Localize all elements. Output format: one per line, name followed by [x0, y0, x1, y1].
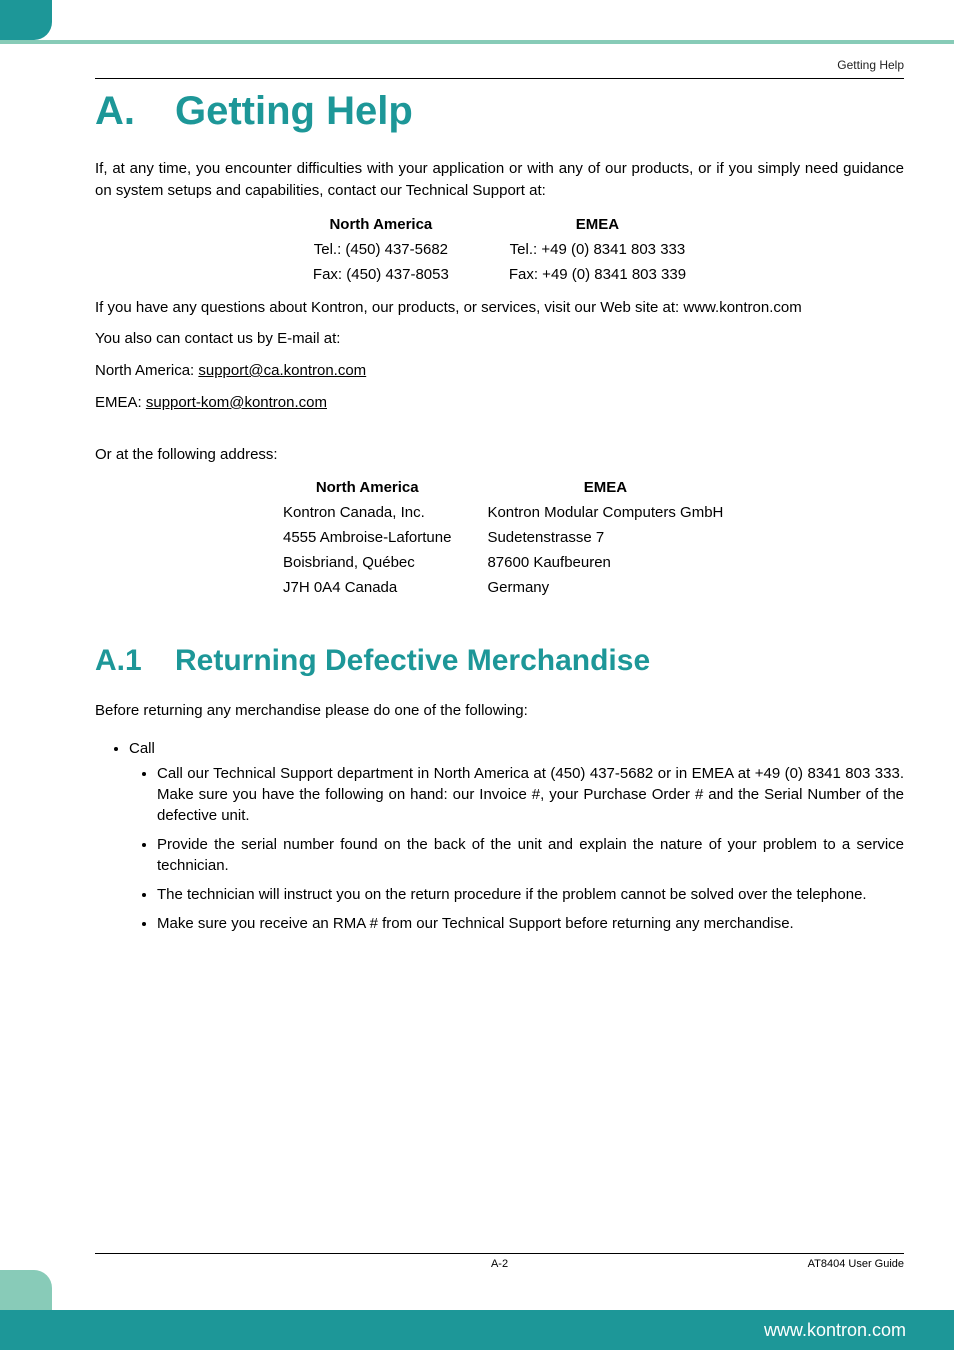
addr-cell: Kontron Canada, Inc. [265, 500, 469, 525]
contact-cell: Tel.: (450) 437-5682 [283, 237, 479, 262]
footer-doc-title: AT8404 User Guide [634, 1258, 904, 1270]
addr-col-emea: EMEA [469, 475, 741, 500]
contact-col-emea: EMEA [479, 212, 716, 237]
email-emea-link[interactable]: support-kom@kontron.com [146, 394, 327, 411]
address-table: North America EMEA Kontron Canada, Inc.K… [265, 475, 741, 600]
page-content: Getting Help A.Getting Help If, at any t… [95, 58, 904, 942]
bullet-item: Make sure you receive an RMA # from our … [157, 913, 904, 934]
bullet-item: Provide the serial number found on the b… [157, 834, 904, 876]
email-na-link[interactable]: support@ca.kontron.com [198, 362, 366, 379]
section1-intro: Before returning any merchandise please … [95, 700, 904, 722]
addr-cell: Sudetenstrasse 7 [469, 525, 741, 550]
email-intro: You also can contact us by E-mail at: [95, 328, 904, 350]
footer-left [95, 1258, 365, 1270]
section-heading: A.1Returning Defective Merchandise [95, 644, 904, 678]
bottom-band: www.kontron.com [0, 1310, 954, 1350]
section-title: Returning Defective Merchandise [175, 644, 650, 677]
bullet-list-inner: Call our Technical Support department in… [157, 763, 904, 934]
contact-cell: Fax: +49 (0) 8341 803 339 [479, 262, 716, 287]
contact-cell: Fax: (450) 437-8053 [283, 262, 479, 287]
bullet-item: Call our Technical Support department in… [157, 763, 904, 826]
header-breadcrumb: Getting Help [95, 58, 904, 72]
contact-col-na: North America [283, 212, 479, 237]
web-line: If you have any questions about Kontron,… [95, 297, 904, 319]
addr-cell: J7H 0A4 Canada [265, 575, 469, 600]
corner-bottom-decoration [0, 1270, 52, 1310]
bullet-list-outer: Call Call our Technical Support departme… [129, 740, 904, 934]
bullet-item: The technician will instruct you on the … [157, 884, 904, 905]
footer-rule [95, 1253, 904, 1254]
stripe-top-decoration [0, 40, 954, 44]
contact-phone-table: North America EMEA Tel.: (450) 437-5682 … [283, 212, 716, 287]
footer: A-2 AT8404 User Guide [95, 1253, 904, 1270]
bullet-call: Call Call our Technical Support departme… [129, 740, 904, 934]
bullet-call-label: Call [129, 740, 155, 757]
chapter-title: Getting Help [175, 89, 413, 133]
email-emea-label: EMEA: [95, 394, 146, 411]
address-intro: Or at the following address: [95, 444, 904, 466]
intro-paragraph: If, at any time, you encounter difficult… [95, 158, 904, 202]
corner-top-decoration [0, 0, 52, 40]
addr-cell: 87600 Kaufbeuren [469, 550, 741, 575]
footer-page-number: A-2 [365, 1258, 635, 1270]
email-na-line: North America: support@ca.kontron.com [95, 360, 904, 382]
addr-cell: Germany [469, 575, 741, 600]
addr-cell: Kontron Modular Computers GmbH [469, 500, 741, 525]
email-na-label: North America: [95, 362, 198, 379]
email-emea-line: EMEA: support-kom@kontron.com [95, 392, 904, 414]
addr-cell: Boisbriand, Québec [265, 550, 469, 575]
chapter-heading: A.Getting Help [95, 89, 904, 134]
chapter-number: A. [95, 89, 175, 134]
addr-cell: 4555 Ambroise-Lafortune [265, 525, 469, 550]
addr-col-na: North America [265, 475, 469, 500]
section-number: A.1 [95, 644, 175, 678]
header-rule [95, 78, 904, 79]
contact-cell: Tel.: +49 (0) 8341 803 333 [479, 237, 716, 262]
footer-url[interactable]: www.kontron.com [764, 1320, 906, 1341]
